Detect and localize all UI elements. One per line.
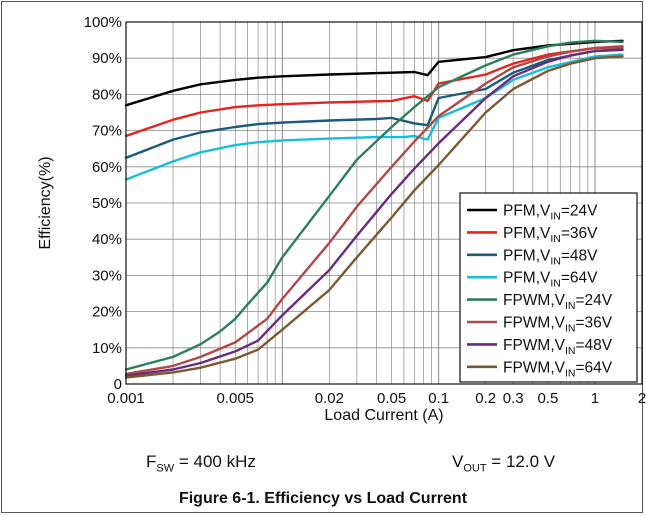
legend-entry-label: PFM,VIN=24V [503, 203, 598, 223]
x-tick-label: 0.5 [537, 390, 558, 407]
y-tick-label: 90% [92, 50, 122, 67]
legend-entry-label: FPWM,VIN=64V [503, 359, 613, 379]
output-voltage-note: VOUT = 12.0 V [452, 452, 555, 474]
y-tick-label: 30% [92, 267, 122, 284]
x-tick-label: 0.1 [428, 390, 449, 407]
series-line-fpwm-24v [124, 39, 624, 371]
series-line-pfm-64v [124, 53, 624, 181]
x-tick-label: 0.3 [503, 390, 524, 407]
x-tick-label: 2 [638, 390, 646, 407]
chart-series [124, 39, 624, 379]
y-tick-label: 60% [92, 159, 122, 176]
y-axis-label: Efficiency(%) [37, 156, 54, 249]
legend-entry-label: FPWM,VIN=36V [503, 315, 613, 335]
legend-entry-label: FPWM,VIN=24V [503, 292, 613, 312]
y-tick-label: 40% [92, 231, 122, 248]
y-tick-label: 80% [92, 86, 122, 103]
y-tick-label: 0 [114, 376, 122, 393]
fsw-value: = 400 kHz [174, 452, 256, 471]
plot-area-border [125, 21, 643, 385]
vout-subscript: OUT [463, 462, 487, 475]
x-tick-label: 0.05 [377, 390, 406, 407]
y-axis-ticks: 0 10% 20% 30% 40% 50% 60% 70% 80% 90% 100% [84, 14, 122, 393]
y-tick-label: 20% [92, 304, 122, 321]
series-line-pfm-24v [124, 39, 624, 107]
x-axis-label: Load Current (A) [324, 407, 443, 424]
legend-entry-label: PFM,VIN=64V [503, 270, 598, 290]
x-tick-label: 1 [591, 390, 599, 407]
series-line-fpwm-36v [124, 46, 624, 376]
series-line-pfm-48v [124, 47, 624, 160]
x-tick-label: 0.2 [475, 390, 496, 407]
x-tick-label: 0.001 [107, 390, 145, 407]
legend-entry-label: PFM,VIN=36V [503, 225, 598, 245]
y-tick-label: 70% [92, 123, 122, 140]
series-line-pfm-36v [124, 45, 624, 138]
legend-entry-label: PFM,VIN=48V [503, 247, 598, 267]
efficiency-chart: 010%20%30%40%50%60%70%80%90%100% 0.001 0.… [37, 14, 646, 424]
vout-symbol: V [452, 452, 464, 471]
x-tick-label: 0.02 [315, 390, 344, 407]
switching-frequency-note: FSW = 400 kHz [146, 452, 256, 474]
x-tick-label: 0.005 [216, 390, 254, 407]
fsw-symbol: F [146, 452, 157, 471]
x-axis-ticks: 0.001 0.005 0.02 0.05 0.1 0.2 0.3 0.5 1 2 [107, 390, 646, 407]
series-line-fpwm-48v [124, 48, 624, 377]
fsw-subscript: SW [156, 462, 175, 475]
y-tick-label: 100% [84, 14, 122, 31]
series-line-fpwm-64v [124, 55, 624, 379]
legend-box [459, 192, 638, 383]
figure-caption: Figure 6-1. Efficiency vs Load Current [178, 490, 468, 507]
vout-value: = 12.0 V [486, 452, 556, 471]
y-tick-label: 10% [92, 340, 122, 357]
y-tick-label: 50% [92, 195, 122, 212]
legend-entry-label: FPWM,VIN=48V [503, 337, 613, 357]
